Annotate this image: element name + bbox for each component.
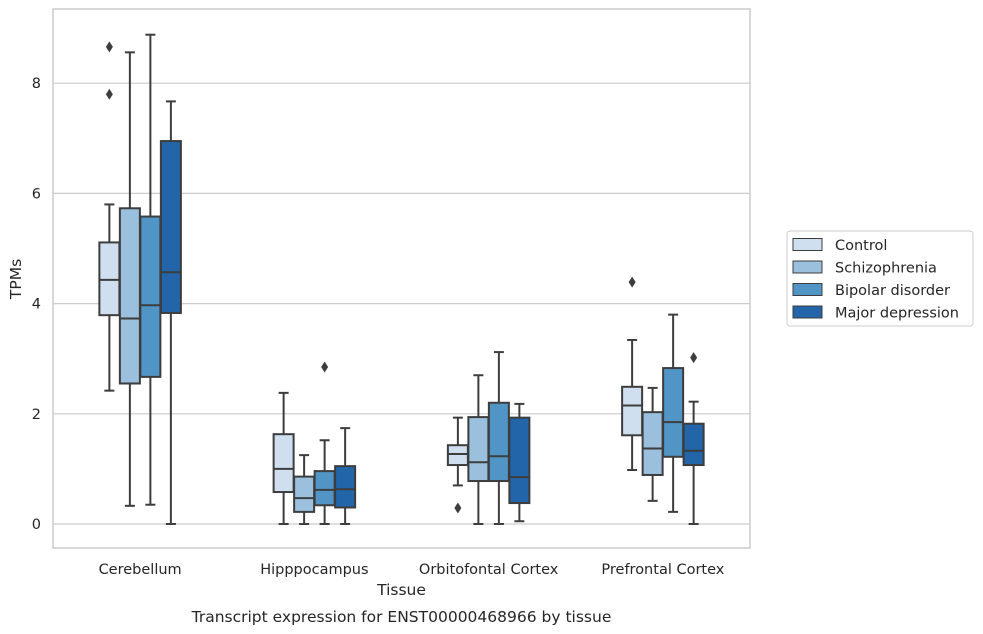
x-axis-title: Tissue	[376, 581, 426, 599]
iqr-box	[272, 433, 295, 494]
iqr-box	[641, 411, 664, 476]
x-tick-label: Orbitofontal Cortex	[419, 562, 559, 578]
iqr-box	[682, 422, 705, 467]
iqr-box	[508, 416, 531, 505]
plot-area-frame	[52, 8, 751, 549]
y-axis-title: TPMs	[7, 259, 25, 300]
iqr-box	[621, 385, 644, 437]
outlier-point	[105, 88, 113, 100]
box-1-2	[313, 361, 336, 525]
x-tick-label: Prefrontal Cortex	[601, 562, 724, 578]
box-1-3	[334, 427, 357, 525]
iqr-box	[662, 367, 685, 458]
iqr-box	[159, 140, 182, 314]
x-tick-label: Cerebellum	[99, 562, 182, 578]
iqr-box	[118, 207, 141, 385]
box-2-2	[487, 351, 510, 525]
chart-caption: Transcript expression for ENST0000046896…	[191, 608, 612, 626]
iqr-box	[446, 444, 469, 467]
y-tick-label: 0	[32, 517, 41, 533]
x-tick-label: Hipppocampus	[260, 562, 368, 578]
y-tick-label: 2	[32, 407, 41, 423]
iqr-box	[293, 475, 316, 513]
y-tick-label: 6	[32, 186, 41, 202]
box-1-1	[293, 454, 316, 525]
outlier-point	[321, 361, 329, 373]
legend-swatch	[792, 283, 823, 296]
box-3-2	[662, 313, 685, 513]
box-0-1	[118, 51, 141, 507]
iqr-box	[98, 241, 121, 317]
box-2-3	[508, 402, 531, 523]
box-0-3	[159, 100, 182, 525]
legend-swatch	[792, 305, 823, 319]
box-3-1	[641, 386, 664, 502]
iqr-box	[139, 215, 162, 378]
legend-label: Bipolar disorder	[835, 283, 950, 299]
box-3-0	[621, 276, 644, 472]
outlier-point	[105, 41, 113, 53]
outlier-point	[454, 502, 462, 514]
legend-swatch	[792, 260, 823, 274]
boxes-layer	[98, 33, 705, 525]
iqr-box	[313, 470, 336, 507]
box-0-0	[98, 41, 121, 392]
legend: Control Schizophrenia Bipolar disorder Majo…	[786, 230, 974, 327]
y-axis-ticks: 0 2 4 6 8	[32, 76, 41, 533]
legend-swatch	[792, 238, 823, 251]
legend-label: Control	[835, 238, 887, 254]
iqr-box	[467, 416, 490, 483]
iqr-box	[334, 465, 357, 509]
iqr-box	[487, 401, 510, 483]
y-tick-label: 4	[32, 297, 41, 313]
legend-frame	[786, 230, 974, 327]
outlier-point	[690, 352, 698, 364]
box-2-1	[467, 374, 490, 525]
y-tick-label: 8	[32, 76, 41, 92]
box-3-3	[682, 352, 705, 525]
outlier-point	[628, 276, 636, 288]
box-1-0	[272, 391, 295, 525]
box-0-2	[139, 33, 162, 506]
legend-label: Schizophrenia	[835, 261, 937, 277]
box-2-0	[446, 416, 469, 514]
legend-label: Major depression	[835, 306, 959, 322]
x-axis-ticks: Cerebellum Hipppocampus Orbitofontal Corte…	[99, 562, 725, 578]
